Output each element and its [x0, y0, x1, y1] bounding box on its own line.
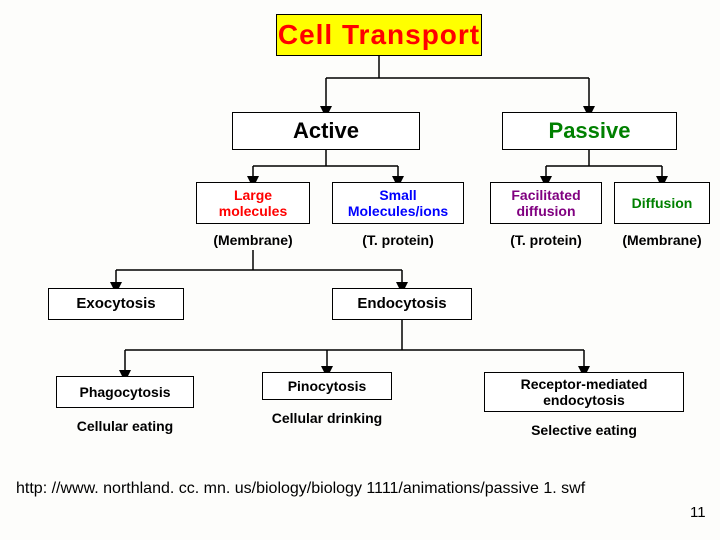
mechanism-label-1: (Membrane): [196, 232, 310, 248]
box-endocytosis: Endocytosis: [332, 288, 472, 320]
sublabel-selective-eating: Selective eating: [484, 422, 684, 438]
page-number: 11: [690, 504, 706, 521]
sublabel-cellular-drinking: Cellular drinking: [262, 410, 392, 426]
sublabel-cellular-eating: Cellular eating: [56, 418, 194, 434]
pino-label: Pinocytosis: [288, 378, 367, 394]
box-receptor-mediated: Receptor-mediatedendocytosis: [484, 372, 684, 412]
box-active: Active: [232, 112, 420, 150]
box-facilitated-diffusion: Facilitateddiffusion: [490, 182, 602, 224]
endo-label: Endocytosis: [357, 295, 446, 312]
title-text: Cell Transport: [278, 19, 480, 51]
connectors-svg: [0, 0, 720, 540]
box-exocytosis: Exocytosis: [48, 288, 184, 320]
box-phagocytosis: Phagocytosis: [56, 376, 194, 408]
box-pinocytosis: Pinocytosis: [262, 372, 392, 400]
box-small-molecules: SmallMolecules/ions: [332, 182, 464, 224]
title-box: Cell Transport: [276, 14, 482, 56]
active-label: Active: [293, 118, 359, 143]
mechanism-label-2: (T. protein): [332, 232, 464, 248]
footer-url: http: //www. northland. cc. mn. us/biolo…: [16, 480, 585, 498]
box-diffusion: Diffusion: [614, 182, 710, 224]
mechanism-label-4: (Membrane): [614, 232, 710, 248]
box-passive: Passive: [502, 112, 677, 150]
phago-label: Phagocytosis: [79, 384, 170, 400]
passive-label: Passive: [549, 118, 631, 143]
mechanism-label-3: (T. protein): [490, 232, 602, 248]
box-large-molecules: Largemolecules: [196, 182, 310, 224]
exo-label: Exocytosis: [76, 295, 155, 312]
